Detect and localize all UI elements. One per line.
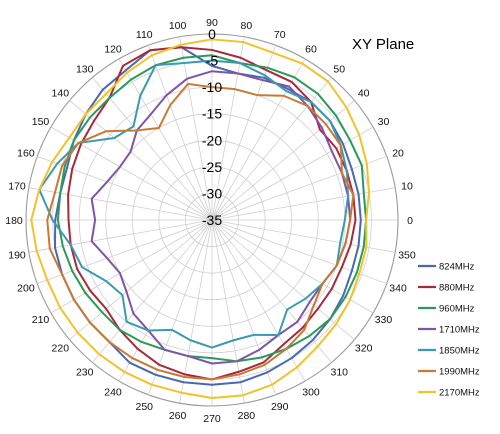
angle-tick-label: 250: [136, 401, 154, 413]
tick-labels: 0 10 20 30 40 50 60 70 80 90 100 110 120 130 140 150 160…: [5, 17, 416, 425]
angle-tick-label: 200: [17, 283, 35, 295]
angle-tick-label: 330: [375, 314, 393, 326]
grid-spoke: [211, 126, 374, 221]
grid-spoke: [179, 219, 213, 404]
radial-tick-label: -35: [202, 212, 222, 228]
angle-tick-label: 160: [17, 147, 35, 159]
grid-spoke: [28, 219, 213, 253]
angle-tick-label: 310: [331, 367, 349, 379]
angle-tick-label: 20: [392, 147, 404, 159]
angle-tick-label: 50: [333, 63, 345, 75]
radial-tick-label: -15: [202, 106, 222, 122]
legend-label: 1850MHz: [439, 346, 480, 357]
legend-label: 880MHz: [439, 283, 475, 294]
angle-tick-label: 320: [355, 342, 373, 354]
grid-spoke: [211, 156, 387, 221]
grid-spoke: [37, 219, 213, 284]
chart-title: XY Plane: [352, 36, 414, 53]
angle-tick-label: 140: [52, 88, 70, 100]
legend-label: 1990MHz: [439, 367, 480, 378]
grid-spoke: [118, 58, 213, 221]
angle-tick-label: 90: [206, 17, 218, 29]
angle-tick-label: 110: [136, 29, 153, 41]
radial-tick-label: -30: [202, 185, 222, 201]
legend-label: 2170MHz: [439, 388, 480, 399]
angle-tick-label: 40: [358, 88, 370, 100]
angle-tick-label: 180: [5, 215, 23, 227]
grid-spoke: [148, 45, 213, 221]
series-lines: [30, 38, 371, 400]
grid-spoke: [211, 219, 332, 363]
angle-tick-label: 170: [8, 181, 26, 193]
legend-label: 1710MHz: [439, 325, 480, 336]
series-line-2170mhz: [30, 38, 371, 400]
angle-tick-label: 100: [169, 20, 187, 32]
radial-tick-label: -20: [202, 132, 222, 148]
legend-label: 824MHz: [439, 262, 475, 273]
grid-spoke: [179, 36, 213, 221]
angle-tick-label: 350: [398, 249, 416, 261]
angle-tick-label: 270: [203, 413, 221, 425]
radial-tick-label: -5: [206, 53, 219, 69]
series-line-1850mhz: [38, 59, 350, 349]
radial-tick-label: -10: [202, 79, 222, 95]
angle-tick-label: 30: [378, 116, 390, 128]
series-line-880mhz: [67, 46, 357, 381]
series-line-1990mhz: [46, 82, 355, 381]
series-line-824mhz: [53, 46, 362, 386]
angle-tick-label: 230: [76, 367, 94, 379]
angle-tick-label: 70: [274, 29, 286, 41]
angle-tick-label: 10: [401, 181, 413, 193]
grid-spoke: [211, 36, 245, 221]
radial-tick-label: -25: [202, 159, 222, 175]
angle-tick-label: 300: [302, 386, 320, 398]
radial-tick-label: 0: [208, 26, 216, 42]
grid-spoke: [92, 219, 213, 363]
grid-spoke: [118, 219, 213, 382]
angle-tick-label: 190: [8, 249, 26, 261]
angle-tick-label: 120: [104, 44, 122, 56]
angle-tick-label: 80: [241, 20, 253, 32]
grid-spoke: [211, 219, 306, 382]
angle-tick-label: 340: [389, 283, 407, 295]
angle-tick-label: 0: [407, 215, 413, 227]
angle-tick-label: 210: [32, 314, 50, 326]
angle-tick-label: 260: [169, 410, 187, 422]
grid-spoke: [50, 219, 213, 314]
legend: 824MHz 880MHz 960MHz 1710MHz 1850MHz 1990MHz 2…: [418, 262, 480, 399]
angle-tick-label: 240: [104, 386, 122, 398]
grid-spoke: [69, 219, 213, 340]
angle-tick-label: 60: [305, 44, 317, 56]
angle-tick-label: 130: [76, 63, 94, 75]
legend-label: 960MHz: [439, 304, 475, 315]
angle-tick-label: 220: [52, 342, 70, 354]
angle-tick-label: 280: [238, 410, 256, 422]
grid-spoke: [92, 77, 213, 221]
angle-tick-label: 290: [271, 401, 289, 413]
angle-tick-label: 150: [32, 116, 50, 128]
